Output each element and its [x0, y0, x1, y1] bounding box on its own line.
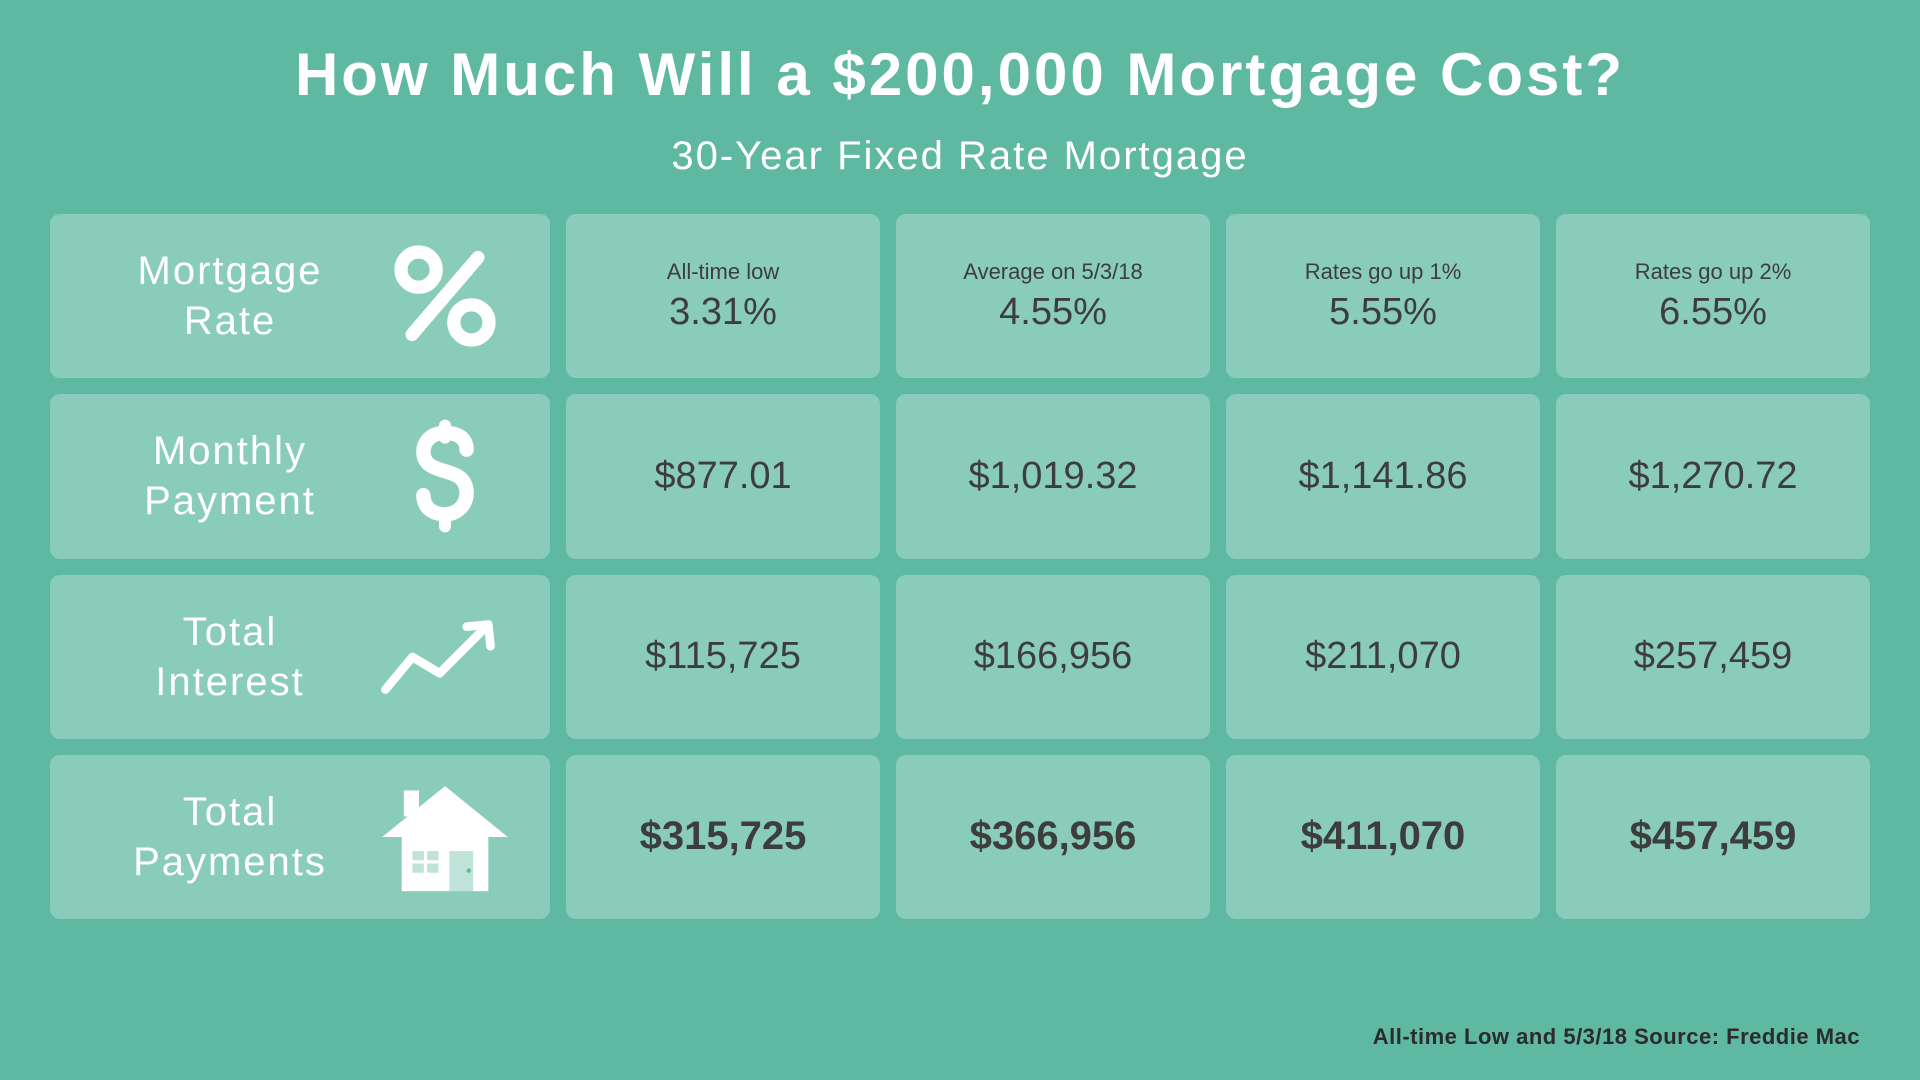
cell-rate-2: Rates go up 1% 5.55%	[1226, 214, 1540, 378]
cell-rate-3: Rates go up 2% 6.55%	[1556, 214, 1870, 378]
page-subtitle: 30-Year Fixed Rate Mortgage	[0, 134, 1920, 179]
cell-monthly-3: $1,270.72	[1556, 394, 1870, 558]
cell-value: $366,956	[970, 814, 1137, 859]
row-label: MortgageRate	[90, 246, 370, 346]
cell-value: $1,270.72	[1628, 455, 1797, 498]
percent-icon	[370, 241, 520, 351]
row-label: TotalPayments	[90, 787, 370, 887]
dollar-icon	[370, 416, 520, 536]
row-label: TotalInterest	[90, 607, 370, 707]
trend-up-icon	[370, 612, 520, 702]
source-attribution: All-time Low and 5/3/18 Source: Freddie …	[1373, 1024, 1860, 1050]
cell-caption: All-time low	[667, 259, 779, 285]
cell-caption: Average on 5/3/18	[963, 259, 1142, 285]
row-header-monthly: MonthlyPayment	[50, 394, 550, 558]
cell-interest-1: $166,956	[896, 575, 1210, 739]
cell-interest-2: $211,070	[1226, 575, 1540, 739]
mortgage-table: MortgageRate All-time low 3.31% Average …	[0, 179, 1920, 919]
row-label: MonthlyPayment	[90, 426, 370, 526]
cell-value: 4.55%	[999, 291, 1107, 334]
cell-monthly-2: $1,141.86	[1226, 394, 1540, 558]
cell-value: 5.55%	[1329, 291, 1437, 334]
cell-total-2: $411,070	[1226, 755, 1540, 919]
cell-value: $315,725	[640, 814, 807, 859]
cell-value: $877.01	[654, 455, 791, 498]
cell-value: $1,141.86	[1298, 455, 1467, 498]
house-icon	[370, 777, 520, 897]
cell-value: $257,459	[1634, 635, 1793, 678]
row-header-rate: MortgageRate	[50, 214, 550, 378]
cell-value: $411,070	[1301, 814, 1466, 859]
cell-value: 3.31%	[669, 291, 777, 334]
cell-value: $166,956	[974, 635, 1133, 678]
cell-interest-0: $115,725	[566, 575, 880, 739]
cell-caption: Rates go up 2%	[1635, 259, 1792, 285]
row-header-total: TotalPayments	[50, 755, 550, 919]
cell-monthly-0: $877.01	[566, 394, 880, 558]
cell-rate-1: Average on 5/3/18 4.55%	[896, 214, 1210, 378]
cell-value: $115,725	[645, 635, 801, 678]
cell-total-3: $457,459	[1556, 755, 1870, 919]
cell-interest-3: $257,459	[1556, 575, 1870, 739]
cell-rate-0: All-time low 3.31%	[566, 214, 880, 378]
cell-total-0: $315,725	[566, 755, 880, 919]
row-header-interest: TotalInterest	[50, 575, 550, 739]
cell-total-1: $366,956	[896, 755, 1210, 919]
cell-value: $211,070	[1305, 635, 1461, 678]
cell-value: $1,019.32	[968, 455, 1137, 498]
cell-value: $457,459	[1630, 814, 1797, 859]
cell-monthly-1: $1,019.32	[896, 394, 1210, 558]
cell-caption: Rates go up 1%	[1305, 259, 1462, 285]
cell-value: 6.55%	[1659, 291, 1767, 334]
page-title: How Much Will a $200,000 Mortgage Cost?	[0, 0, 1920, 109]
